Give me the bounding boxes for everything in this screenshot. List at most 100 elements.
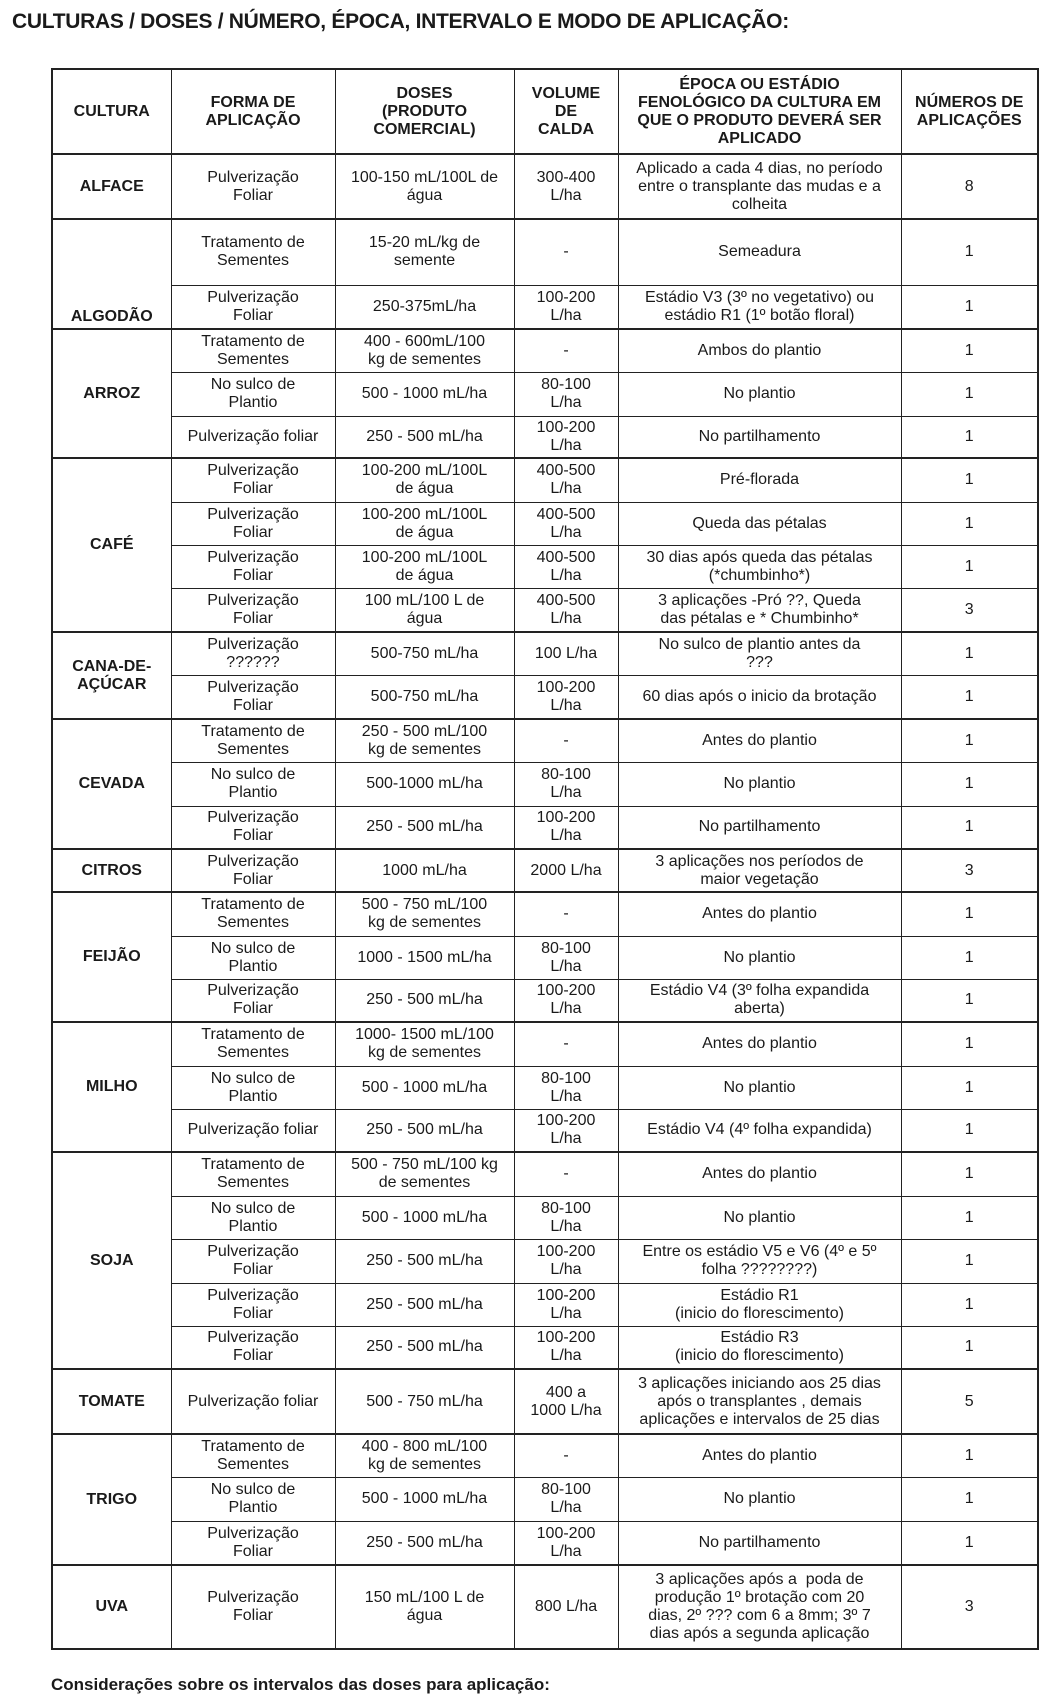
- application-timing-cell: No plantio: [617, 761, 902, 807]
- application-form-cell: Pulverização Foliar: [170, 674, 336, 720]
- spray-volume-cell: 100-200 L/ha: [513, 674, 619, 720]
- application-form-cell: No sulco de Plantio: [170, 1065, 336, 1110]
- dose-cell: 100-200 mL/100L de água: [334, 501, 515, 546]
- application-timing-cell: No sulco de plantio antes da ???: [617, 631, 902, 676]
- application-count-cell: 1: [900, 1476, 1039, 1522]
- application-timing-cell: Antes do plantio: [617, 1433, 902, 1478]
- application-count-cell: 1: [900, 1151, 1039, 1197]
- application-count-cell: 1: [900, 891, 1039, 937]
- application-timing-cell: No partilhamento: [617, 1520, 902, 1566]
- application-form-cell: Pulverização Foliar: [170, 153, 336, 220]
- application-timing-cell: Queda das pétalas: [617, 501, 902, 546]
- page-title: CULTURAS / DOSES / NÚMERO, ÉPOCA, INTERV…: [12, 10, 789, 33]
- dose-cell: 400 - 800 mL/100 kg de sementes: [334, 1433, 515, 1478]
- application-timing-cell: 30 dias após queda das pétalas (*chumbin…: [617, 544, 902, 589]
- spray-volume-cell: 100-200 L/ha: [513, 978, 619, 1023]
- dose-cell: 100-150 mL/100L de água: [334, 153, 515, 220]
- table-row: No sulco de Plantio 500 - 1000 mL/ha 80-10…: [52, 1065, 1039, 1110]
- table-header-row: CULTURA FORMA DE APLICAÇÃO DOSES (PRODUTO …: [51, 68, 1039, 155]
- application-timing-cell: Semeadura: [617, 218, 902, 286]
- dose-cell: 1000 - 1500 mL/ha: [334, 935, 515, 980]
- application-count-cell: 3: [900, 848, 1039, 893]
- application-count-cell: 8: [900, 153, 1039, 220]
- application-count-cell: 1: [900, 284, 1039, 330]
- application-timing-cell: Ambos do plantio: [617, 328, 902, 373]
- application-form-cell: Tratamento de Sementes: [170, 328, 336, 373]
- application-count-cell: 3: [900, 1564, 1039, 1650]
- header-application-count: NÚMEROS DE APLICAÇÕES: [900, 68, 1039, 155]
- dose-cell: 500 - 1000 mL/ha: [334, 1065, 515, 1110]
- application-form-cell: Pulverização foliar: [170, 1368, 336, 1435]
- dose-cell: 250 - 500 mL/ha: [334, 1520, 515, 1566]
- culture-cell: CEVADA: [51, 718, 172, 850]
- spray-volume-cell: 80-100 L/ha: [513, 761, 619, 807]
- application-form-cell: Pulverização Foliar: [170, 978, 336, 1023]
- application-form-cell: Pulverização Foliar: [170, 284, 336, 330]
- dose-cell: 1000 mL/ha: [334, 848, 515, 893]
- dose-cell: 250 - 500 mL/ha: [334, 1108, 515, 1153]
- table-row: CANA-DE- AÇÚCAR Pulverização ?????? 500-75…: [51, 631, 1039, 720]
- application-count-cell: 1: [900, 1238, 1039, 1284]
- application-timing-cell: No plantio: [617, 371, 902, 417]
- application-form-cell: Pulverização Foliar: [170, 457, 336, 503]
- culture-cell: ALGODÃO: [51, 218, 172, 330]
- application-form-cell: Pulverização Foliar: [170, 848, 336, 893]
- culture-cell: TOMATE: [51, 1368, 172, 1435]
- spray-volume-cell: -: [513, 328, 619, 373]
- dose-cell: 500 - 1000 mL/ha: [334, 1195, 515, 1240]
- application-form-cell: Pulverização ??????: [170, 631, 336, 676]
- spray-volume-cell: -: [513, 718, 619, 763]
- dose-cell: 500 - 1000 mL/ha: [334, 1476, 515, 1522]
- application-form-cell: No sulco de Plantio: [170, 761, 336, 807]
- table-row: Pulverização Foliar 250 - 500 mL/ha 100-20…: [52, 978, 1039, 1023]
- spray-volume-cell: 100-200 L/ha: [513, 1520, 619, 1566]
- application-count-cell: 1: [900, 718, 1039, 763]
- table-row: CITROS Pulverização Foliar 1000 mL/ha 2000 …: [51, 848, 1039, 893]
- spray-volume-cell: 100-200 L/ha: [513, 284, 619, 330]
- culture-cell: ARROZ: [51, 328, 172, 459]
- application-form-cell: Tratamento de Sementes: [170, 718, 336, 763]
- table-row: Pulverização Foliar 250 - 500 mL/ha 100-20…: [52, 805, 1039, 850]
- application-timing-cell: 3 aplicações iniciando aos 25 dias após …: [617, 1368, 902, 1435]
- application-form-cell: Pulverização foliar: [170, 1108, 336, 1153]
- culture-cell: TRIGO: [51, 1433, 172, 1566]
- dose-cell: 250 - 500 mL/100 kg de sementes: [334, 718, 515, 763]
- application-form-cell: No sulco de Plantio: [170, 935, 336, 980]
- application-timing-cell: Estádio R1 (inicio do florescimento): [617, 1282, 902, 1327]
- culture-cell: MILHO: [51, 1021, 172, 1153]
- application-count-cell: 1: [900, 371, 1039, 417]
- application-form-cell: No sulco de Plantio: [170, 371, 336, 417]
- dose-cell: 500 - 750 mL/ha: [334, 1368, 515, 1435]
- application-form-cell: Tratamento de Sementes: [170, 1433, 336, 1478]
- dose-cell: 250 - 500 mL/ha: [334, 805, 515, 850]
- dose-cell: 150 mL/100 L de água: [334, 1564, 515, 1650]
- application-form-cell: Tratamento de Sementes: [170, 891, 336, 937]
- dose-cell: 250 - 500 mL/ha: [334, 1325, 515, 1370]
- application-timing-cell: No partilhamento: [617, 805, 902, 850]
- spray-volume-cell: -: [513, 218, 619, 286]
- application-table: CULTURA FORMA DE APLICAÇÃO DOSES (PRODUTO …: [51, 68, 1039, 1650]
- header-spray-volume: VOLUME DE CALDA: [513, 68, 619, 155]
- spray-volume-cell: 80-100 L/ha: [513, 1065, 619, 1110]
- table-row: No sulco de Plantio 1000 - 1500 mL/ha 80-1…: [52, 935, 1039, 980]
- application-timing-cell: Estádio V4 (3º folha expandida aberta): [617, 978, 902, 1023]
- application-count-cell: 5: [900, 1368, 1039, 1435]
- application-count-cell: 1: [900, 1065, 1039, 1110]
- culture-cell: FEIJÃO: [51, 891, 172, 1023]
- culture-cell: CITROS: [51, 848, 172, 893]
- application-count-cell: 1: [900, 1195, 1039, 1240]
- application-count-cell: 1: [900, 1282, 1039, 1327]
- table-row: Pulverização Foliar 100-200 mL/100L de ág…: [52, 544, 1039, 589]
- spray-volume-cell: 100-200 L/ha: [513, 415, 619, 459]
- application-count-cell: 1: [900, 761, 1039, 807]
- table-row: UVA Pulverização Foliar 150 mL/100 L de ág…: [51, 1564, 1039, 1650]
- table-row: ALFACE Pulverização Foliar 100-150 mL/100L…: [51, 153, 1039, 220]
- application-count-cell: 1: [900, 978, 1039, 1023]
- culture-cell: CANA-DE- AÇÚCAR: [51, 631, 172, 720]
- application-count-cell: 1: [900, 544, 1039, 589]
- table-row: Pulverização Foliar 250 - 500 mL/ha 100-20…: [52, 1238, 1039, 1284]
- application-timing-cell: No plantio: [617, 1476, 902, 1522]
- application-timing-cell: Pré-florada: [617, 457, 902, 503]
- application-form-cell: Pulverização Foliar: [170, 544, 336, 589]
- application-form-cell: Pulverização Foliar: [170, 1520, 336, 1566]
